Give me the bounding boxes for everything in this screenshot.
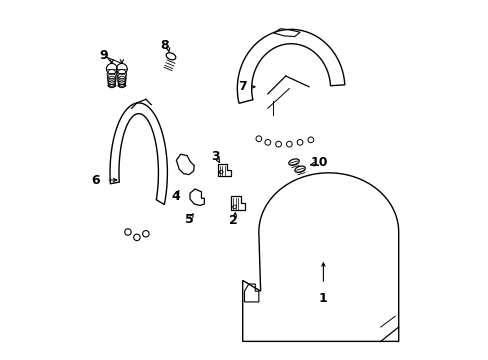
Text: 6: 6 — [91, 174, 100, 186]
Text: 7: 7 — [238, 80, 246, 93]
Text: 10: 10 — [310, 156, 328, 169]
Text: 8: 8 — [160, 39, 169, 52]
Text: 2: 2 — [229, 214, 238, 227]
Text: 1: 1 — [318, 292, 327, 305]
Text: 9: 9 — [99, 49, 108, 62]
Text: 5: 5 — [184, 213, 193, 226]
Text: 4: 4 — [171, 190, 180, 203]
Text: 3: 3 — [210, 150, 219, 163]
